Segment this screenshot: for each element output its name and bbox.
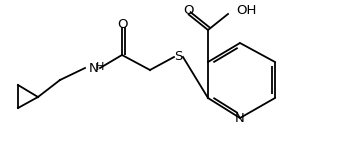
Text: H: H	[96, 62, 104, 71]
Text: N: N	[235, 112, 245, 124]
Text: OH: OH	[236, 4, 256, 17]
Text: S: S	[174, 50, 182, 64]
Text: O: O	[117, 18, 127, 31]
Text: N: N	[89, 62, 99, 74]
Text: O: O	[183, 4, 193, 17]
